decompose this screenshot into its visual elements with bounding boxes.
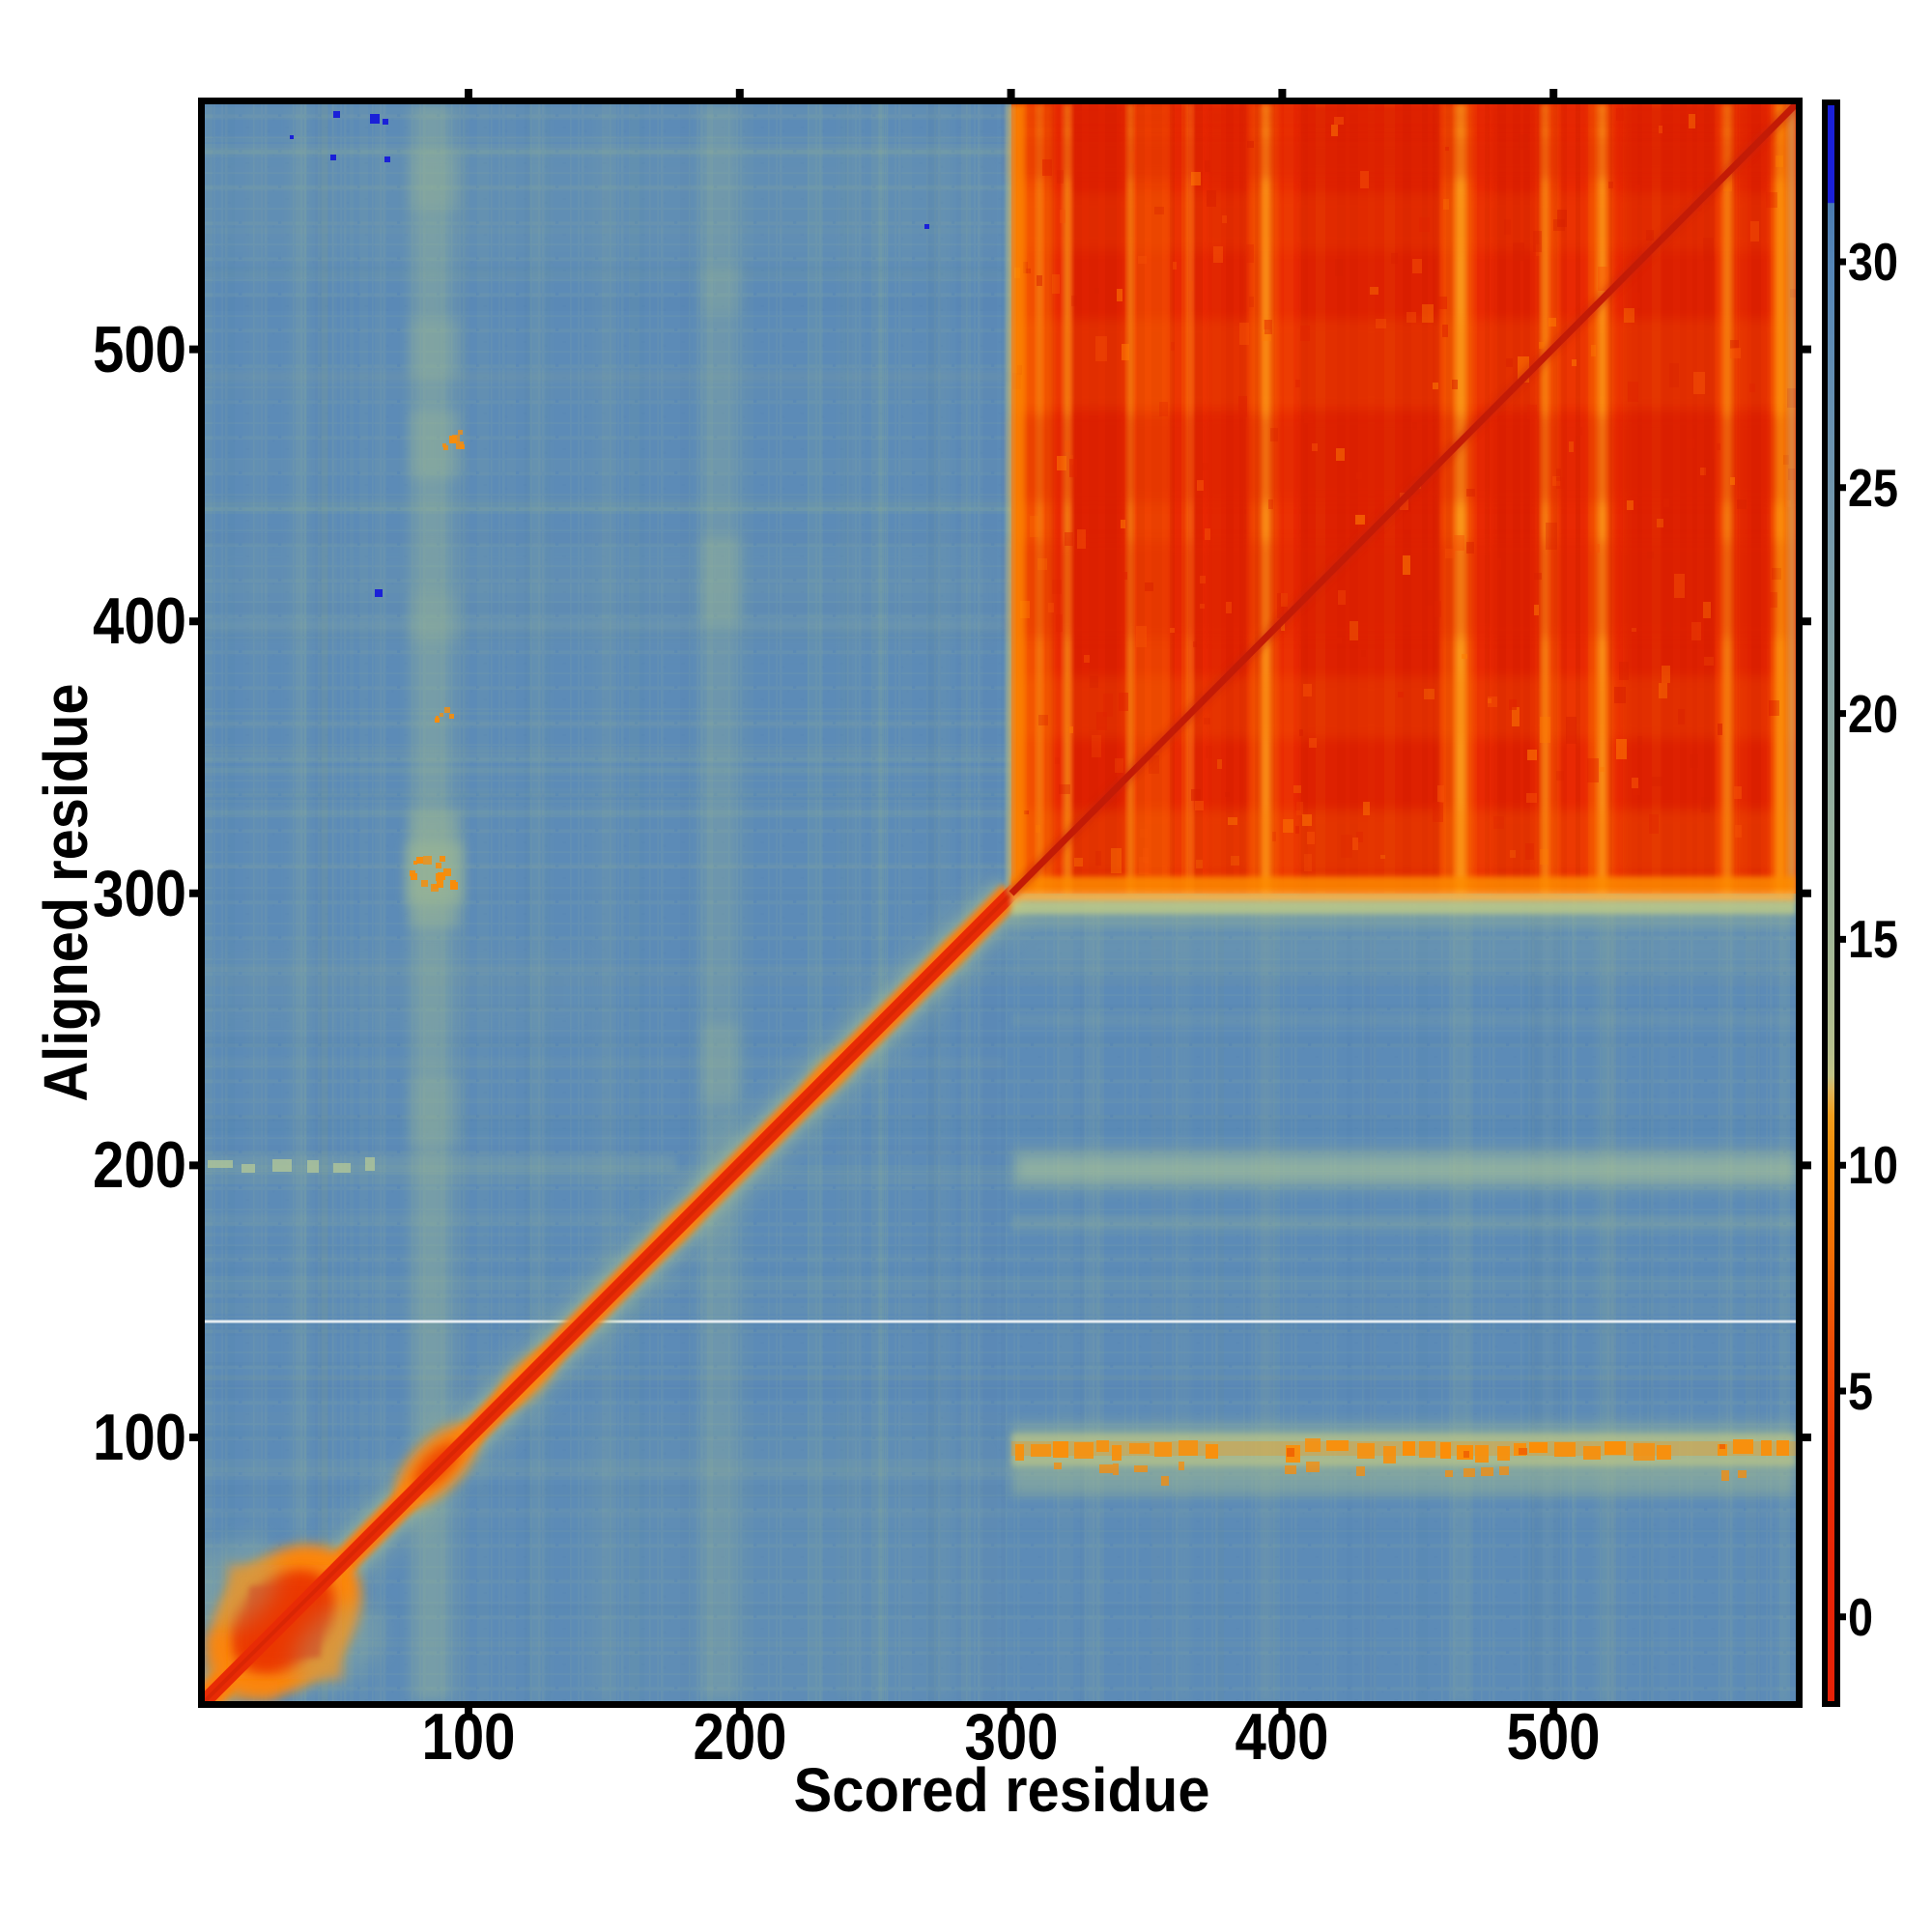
- svg-text:5: 5: [1848, 1361, 1873, 1421]
- svg-text:300: 300: [965, 1700, 1059, 1774]
- svg-text:200: 200: [694, 1700, 787, 1774]
- svg-text:20: 20: [1848, 684, 1898, 744]
- svg-text:0: 0: [1848, 1587, 1873, 1647]
- svg-text:100: 100: [93, 1401, 186, 1474]
- svg-text:400: 400: [93, 584, 186, 658]
- svg-text:200: 200: [93, 1128, 186, 1202]
- svg-text:10: 10: [1848, 1135, 1898, 1195]
- svg-text:100: 100: [422, 1700, 516, 1774]
- svg-text:Aligned residue: Aligned residue: [31, 684, 100, 1102]
- svg-text:500: 500: [1507, 1700, 1601, 1774]
- svg-text:Scored residue: Scored residue: [794, 1755, 1210, 1825]
- svg-text:15: 15: [1848, 909, 1898, 969]
- svg-text:500: 500: [93, 313, 186, 386]
- svg-text:30: 30: [1848, 232, 1898, 292]
- svg-text:25: 25: [1848, 458, 1898, 518]
- svg-text:300: 300: [93, 857, 186, 930]
- svg-text:400: 400: [1236, 1700, 1329, 1774]
